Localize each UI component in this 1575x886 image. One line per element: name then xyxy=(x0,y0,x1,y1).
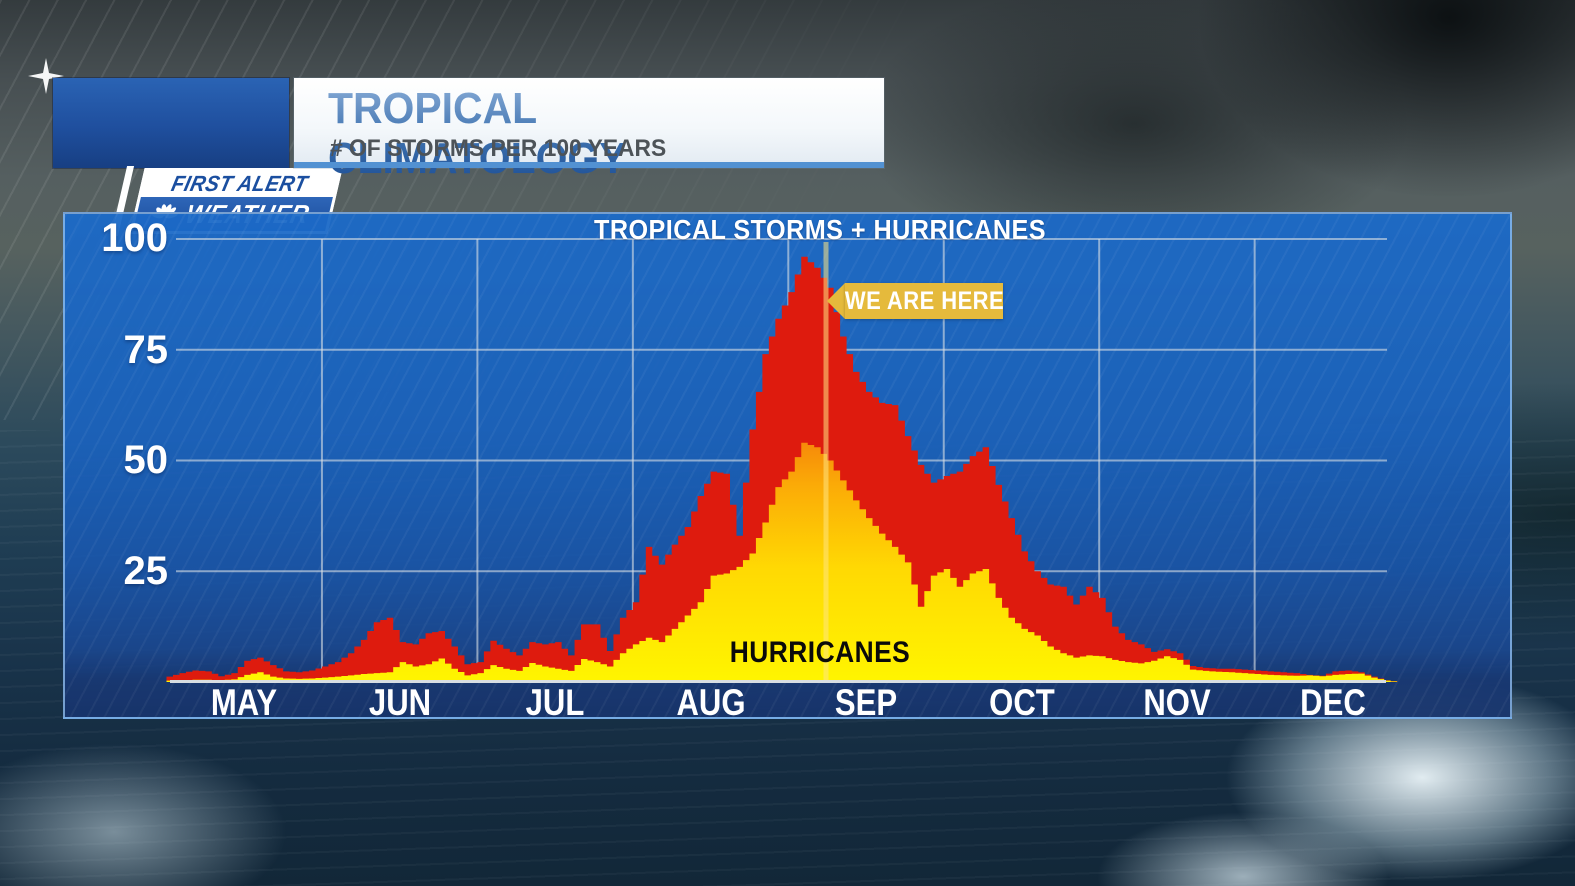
x-axis-label-sep: SEP xyxy=(834,682,898,723)
series-label-tropical-storms-hurricanes: TROPICAL STORMS + HURRICANES xyxy=(593,214,1047,245)
we-are-here-arrow xyxy=(827,283,845,319)
logo-line1: FIRST ALERT xyxy=(169,171,311,196)
page-title: TROPICAL CLIMATOLOGY xyxy=(328,84,845,184)
we-are-here-label: WE ARE HERE xyxy=(844,286,1004,315)
x-axis-label-jun: JUN xyxy=(368,682,432,723)
x-axis-label-may: MAY xyxy=(210,682,278,723)
x-axis-label-aug: AUG xyxy=(676,682,746,723)
series-label-hurricanes: HURRICANES xyxy=(729,636,911,669)
x-axis-label-nov: NOV xyxy=(1143,682,1211,723)
logo-top-band: FIRST ALERT xyxy=(140,171,339,197)
title-bar: TROPICAL CLIMATOLOGY # OF STORMS PER 100… xyxy=(294,78,884,183)
y-axis-tick-50: 50 xyxy=(123,438,169,482)
x-axis-label-dec: DEC xyxy=(1300,682,1366,723)
x-axis-label-oct: OCT xyxy=(989,682,1055,723)
first-alert-weather-logo: FIRST ALERT WEATHER xyxy=(53,78,343,236)
title-bar-accent-strip xyxy=(294,162,884,168)
y-axis-tick-100: 100 xyxy=(101,216,168,260)
x-axis-label-jul: JUL xyxy=(525,682,585,723)
y-axis-tick-25: 25 xyxy=(123,549,169,593)
page-subtitle: # OF STORMS PER 100 YEARS xyxy=(330,135,667,162)
we-are-here-flag: WE ARE HERE xyxy=(844,283,1004,319)
y-axis-tick-75: 75 xyxy=(123,328,169,372)
